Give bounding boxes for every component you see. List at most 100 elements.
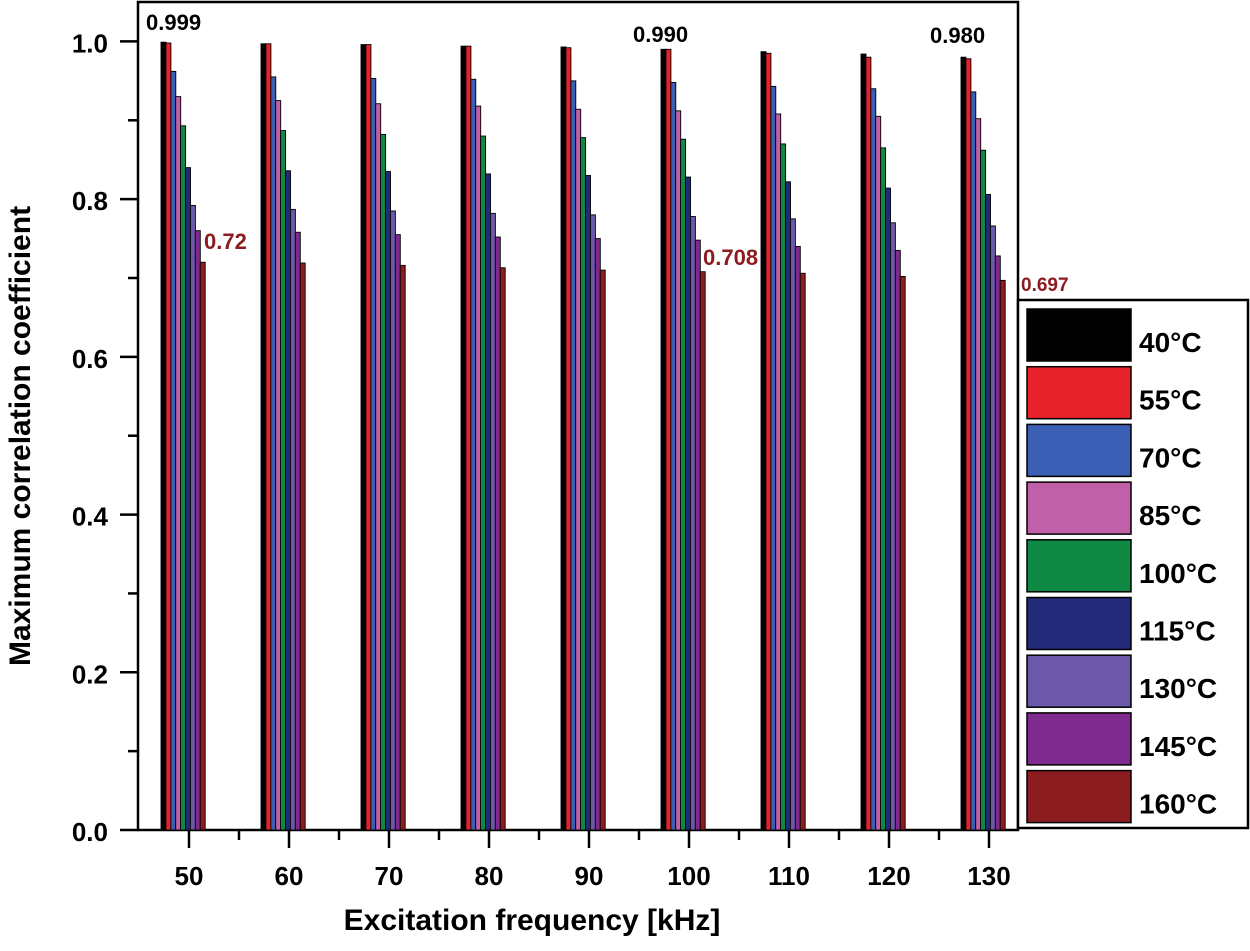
y-tick-label: 0.6: [72, 344, 108, 374]
legend-label: 85°C: [1139, 500, 1202, 531]
bar: [399, 264, 406, 831]
data-annotation: 0.980: [930, 23, 985, 48]
legend-label: 145°C: [1139, 731, 1217, 762]
legend-swatch: [1026, 365, 1132, 420]
x-tick-label: 50: [175, 861, 204, 891]
bar-group-120: [860, 53, 906, 831]
bar: [189, 205, 196, 831]
y-axis: 0.0 0.2 0.4 0.6 0.8 1.0: [72, 28, 138, 847]
x-axis-label: Excitation frequency [kHz]: [344, 904, 721, 937]
bar: [289, 208, 296, 831]
bar: [670, 81, 677, 831]
y-tick-label: 0.0: [72, 817, 108, 847]
bar: [365, 44, 372, 831]
bar: [765, 52, 772, 831]
data-annotation: 0.697: [1021, 275, 1069, 296]
bar: [975, 118, 982, 831]
bar: [194, 230, 201, 831]
bar: [599, 269, 606, 831]
bar: [175, 96, 182, 831]
bar: [270, 76, 277, 831]
bar: [794, 246, 801, 831]
bar: [465, 45, 472, 831]
bar: [160, 41, 167, 831]
x-tick-label: 80: [475, 861, 504, 891]
bar: [675, 110, 682, 831]
y-axis-label: Maximum correlation coefficient: [4, 206, 37, 666]
legend-label: 115°C: [1139, 616, 1216, 647]
legend-label: 160°C: [1139, 789, 1217, 820]
x-axis: 50 60 70 80 90 100 110 120 130: [175, 830, 1011, 891]
bar: [260, 43, 267, 831]
bar: [770, 85, 777, 831]
bar: [689, 216, 696, 831]
bar: [880, 147, 887, 831]
bar: [699, 271, 706, 831]
bar: [294, 231, 301, 831]
legend-swatch: [1026, 539, 1132, 593]
data-annotation: 0.990: [633, 22, 688, 47]
legend-swatch: [1026, 596, 1132, 651]
bar: [360, 44, 367, 831]
bar: [575, 108, 582, 831]
x-tick-label: 70: [375, 861, 404, 891]
legend-swatch: [1026, 769, 1132, 824]
legend-label: 100°C: [1139, 558, 1217, 589]
bar: [180, 125, 187, 831]
x-tick-label: 110: [768, 861, 810, 891]
bar: [560, 46, 567, 831]
bar: [889, 222, 896, 831]
bar: [660, 48, 667, 831]
bar: [870, 88, 877, 831]
bar: [375, 103, 382, 831]
bar: [199, 261, 206, 831]
bar: [899, 275, 906, 831]
bar: [694, 239, 701, 831]
bar: [460, 45, 467, 831]
bar: [580, 137, 587, 831]
bar-group-110: [760, 51, 806, 831]
x-tick-label: 120: [867, 861, 910, 891]
x-tick-label: 130: [967, 861, 1010, 891]
data-annotation: 0.999: [146, 10, 201, 35]
bar: [170, 70, 177, 831]
legend-label: 40°C: [1139, 327, 1202, 358]
legend-swatch: [1026, 481, 1132, 535]
data-annotation: 0.72: [204, 229, 247, 254]
legend-label: 55°C: [1139, 385, 1202, 416]
y-tick-label: 0.8: [72, 186, 108, 216]
legend: 40°C 55°C 70°C 85°C 100°C 115°C 130°C 145°C 160°…: [1016, 298, 1250, 830]
bar: [970, 91, 977, 831]
bar: [585, 175, 591, 831]
bar-group-80: [460, 45, 506, 831]
bar: [285, 170, 291, 831]
bar: [380, 134, 387, 831]
annotations: 0.999 0.72 0.990 0.708 0.980 0.697: [146, 10, 1069, 296]
bar: [860, 53, 867, 831]
bar: [680, 138, 687, 831]
y-tick-label: 1.0: [72, 28, 108, 58]
bar: [999, 279, 1006, 831]
x-tick-label: 60: [275, 861, 304, 891]
x-tick-label: 100: [667, 861, 710, 891]
bar: [280, 130, 287, 831]
bar: [394, 234, 401, 831]
bar: [985, 193, 991, 831]
bar: [165, 42, 172, 831]
bar: [785, 181, 791, 831]
bar: [989, 225, 996, 831]
bar: [494, 236, 501, 831]
bar: [185, 167, 191, 831]
bar: [594, 238, 601, 831]
bar: [565, 47, 572, 831]
bar: [370, 78, 377, 831]
bar: [760, 51, 767, 831]
bar: [485, 173, 491, 831]
bar: [799, 272, 806, 831]
x-tick-label: 90: [575, 861, 604, 891]
bar: [960, 56, 967, 831]
y-tick-label: 0.4: [72, 502, 109, 532]
bar: [875, 115, 882, 831]
